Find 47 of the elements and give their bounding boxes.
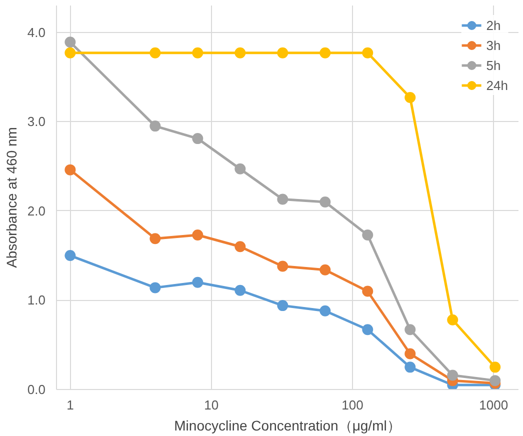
x-tick-label: 1000 bbox=[479, 398, 508, 412]
point bbox=[362, 324, 374, 336]
point bbox=[320, 196, 331, 208]
point bbox=[447, 370, 458, 381]
point bbox=[234, 47, 246, 58]
point bbox=[320, 47, 331, 58]
x-tick-label: 1 bbox=[66, 398, 74, 412]
point bbox=[277, 194, 288, 205]
point bbox=[150, 120, 161, 132]
x-axis-title: Minocycline Concentration（μg/ml） bbox=[174, 418, 401, 434]
point bbox=[150, 47, 161, 58]
point bbox=[234, 284, 246, 296]
point bbox=[320, 264, 331, 276]
x-tick-label: 100 bbox=[342, 398, 364, 412]
point bbox=[277, 300, 288, 312]
point bbox=[277, 47, 288, 58]
y-tick-label: 3.0 bbox=[27, 114, 46, 130]
point bbox=[404, 348, 416, 360]
legend-label: 24h bbox=[486, 78, 508, 92]
legend-label: 5h bbox=[486, 58, 502, 72]
point bbox=[192, 47, 204, 58]
point bbox=[192, 276, 204, 288]
y-tick-label: 1.0 bbox=[27, 292, 46, 308]
point bbox=[362, 47, 374, 58]
point bbox=[277, 260, 288, 272]
legend-label: 3h bbox=[486, 38, 502, 52]
y-tick-label: 4.0 bbox=[27, 24, 46, 40]
y-tick-label: 2.0 bbox=[27, 203, 46, 218]
point bbox=[150, 282, 161, 294]
point bbox=[150, 233, 161, 244]
point bbox=[320, 305, 331, 316]
point bbox=[447, 314, 458, 326]
point bbox=[404, 324, 416, 336]
point bbox=[404, 92, 416, 103]
point bbox=[362, 230, 374, 240]
point bbox=[404, 362, 416, 373]
point bbox=[490, 375, 501, 386]
y-tick-label: 0.0 bbox=[27, 382, 46, 397]
y-axis-title: Absorbance at 460 nm bbox=[3, 127, 20, 268]
point bbox=[192, 133, 204, 144]
point bbox=[490, 362, 501, 373]
legend-label: 2h bbox=[486, 18, 502, 32]
point bbox=[192, 230, 204, 240]
x-tick-label: 10 bbox=[204, 398, 219, 412]
point bbox=[362, 286, 374, 297]
point bbox=[234, 163, 246, 174]
point bbox=[234, 241, 246, 252]
